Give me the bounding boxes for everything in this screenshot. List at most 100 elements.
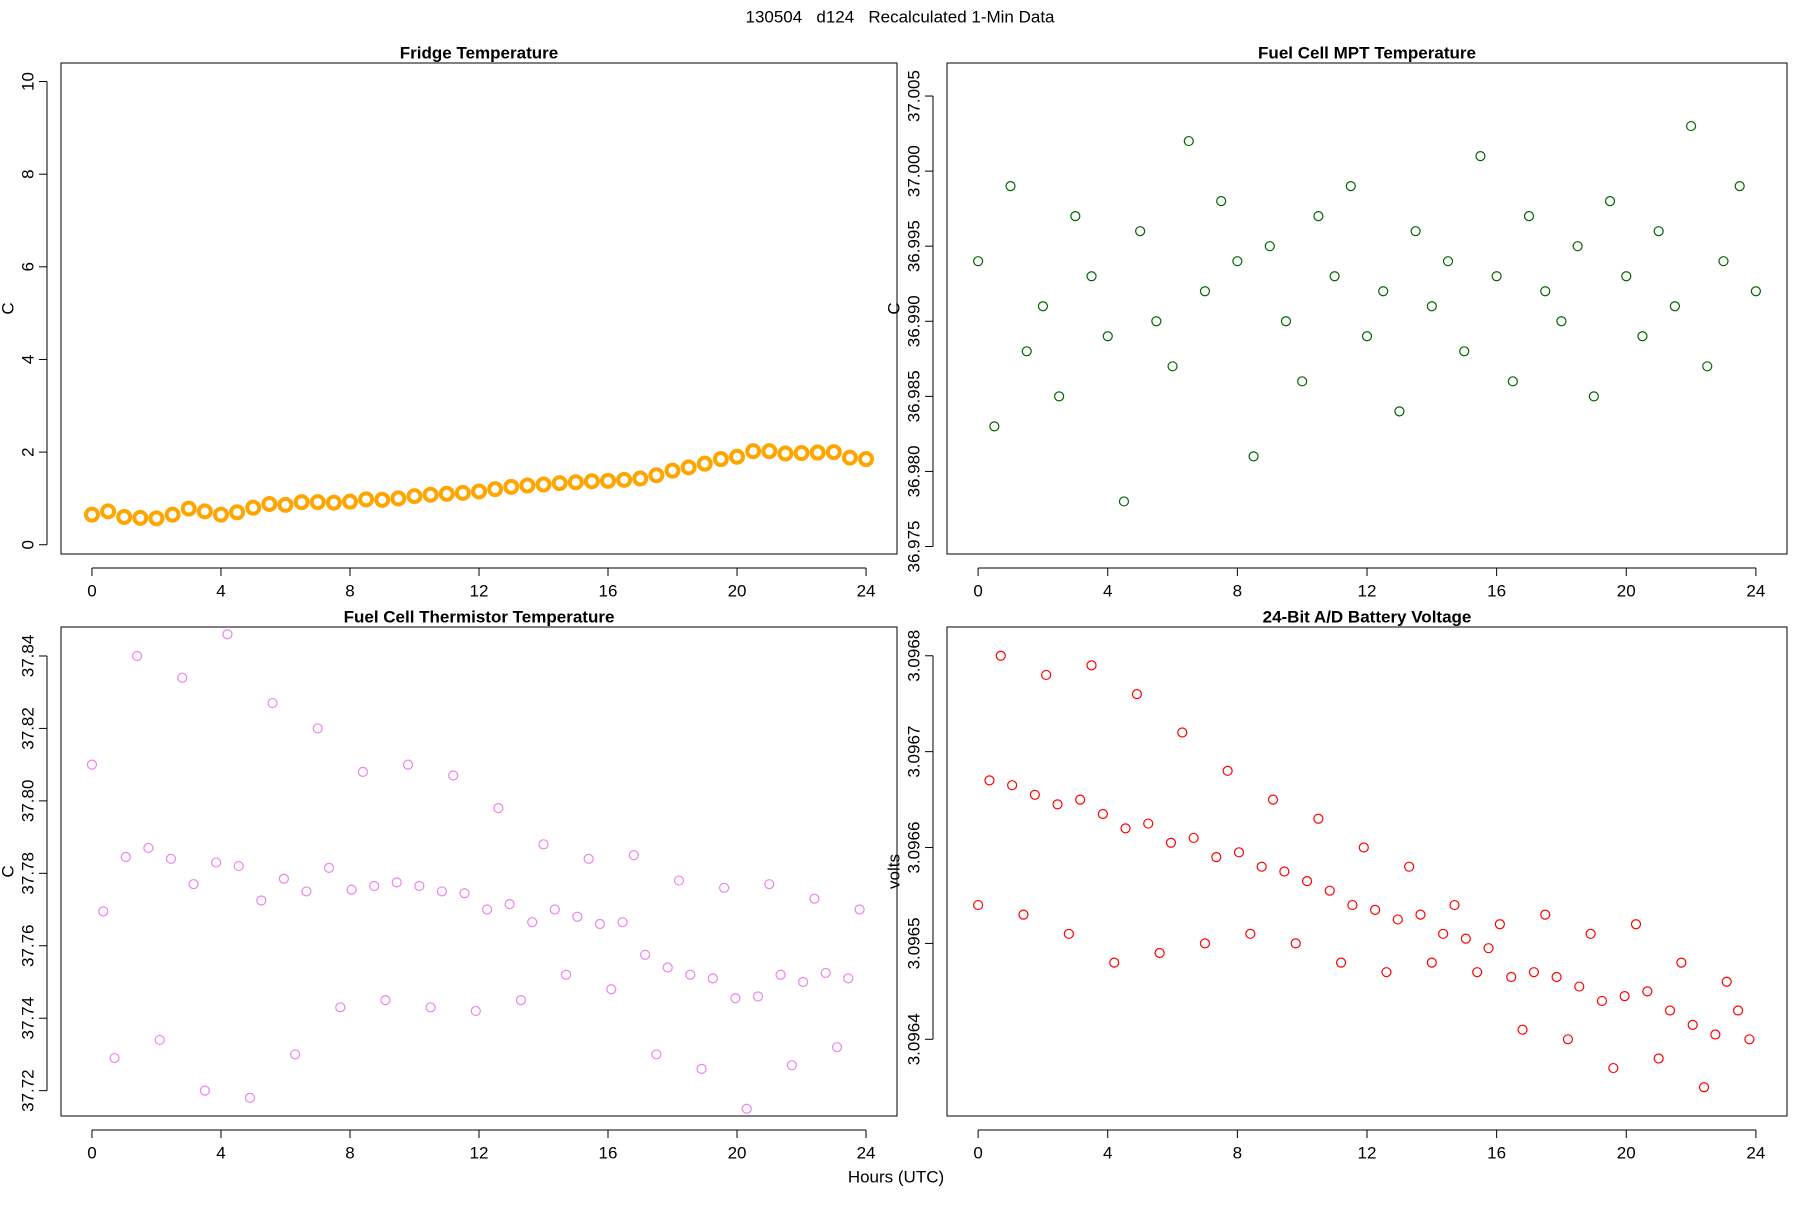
data-point xyxy=(1054,391,1065,402)
data-point xyxy=(1702,361,1713,372)
y-tick-label: 2 xyxy=(18,447,37,456)
data-point xyxy=(109,1052,120,1064)
data-point xyxy=(293,494,310,511)
y-tick-label: 37.84 xyxy=(18,635,37,678)
data-point xyxy=(1233,847,1245,858)
data-point xyxy=(606,984,617,995)
data-point xyxy=(425,1002,436,1013)
panel: 24-Bit A/D Battery Voltage volts 0 4 8 12 16 20… xyxy=(884,607,1788,1162)
data-point xyxy=(341,493,358,510)
x-axis-label: Hours (UTC) xyxy=(848,1167,944,1186)
x-tick-label: 0 xyxy=(973,1143,982,1162)
data-point xyxy=(1426,301,1437,312)
data-point xyxy=(825,444,842,461)
data-point xyxy=(1653,226,1664,237)
data-point xyxy=(1211,852,1222,863)
data-point xyxy=(1642,986,1653,997)
data-point xyxy=(535,476,552,493)
y-tick-label: 37.72 xyxy=(18,1069,37,1112)
y-tick-label: 37.005 xyxy=(904,70,923,122)
data-point xyxy=(438,485,455,502)
x-tick-label: 20 xyxy=(728,581,747,600)
data-point xyxy=(989,421,1000,432)
data-point xyxy=(560,969,572,980)
data-point xyxy=(481,904,493,915)
data-point xyxy=(177,672,188,683)
data-point xyxy=(436,886,448,897)
data-point xyxy=(212,506,229,523)
data-point xyxy=(369,880,380,892)
data-point xyxy=(1041,669,1052,681)
data-point xyxy=(1188,832,1199,844)
data-point xyxy=(1507,376,1518,387)
data-point xyxy=(222,629,233,640)
data-point xyxy=(1248,451,1259,462)
data-point xyxy=(309,494,326,511)
data-point xyxy=(549,904,560,915)
data-point xyxy=(346,884,357,895)
data-point xyxy=(648,467,665,484)
data-point xyxy=(1596,995,1608,1007)
data-point xyxy=(1494,919,1505,930)
x-tick-label: 12 xyxy=(1358,1143,1377,1162)
data-point xyxy=(1165,837,1177,848)
y-tick-label: 37.82 xyxy=(18,707,37,750)
data-point xyxy=(1585,928,1596,939)
data-point xyxy=(323,862,335,873)
data-point xyxy=(504,898,515,910)
data-point xyxy=(1135,226,1146,237)
data-point xyxy=(1460,933,1471,944)
data-point xyxy=(1669,301,1680,312)
data-point xyxy=(1621,271,1632,282)
data-point xyxy=(662,962,673,973)
data-point xyxy=(1216,196,1227,207)
data-point xyxy=(83,506,100,523)
data-point xyxy=(764,879,775,890)
data-point xyxy=(1297,376,1308,387)
data-point xyxy=(1394,406,1405,417)
panel-title: Fridge Temperature xyxy=(400,43,558,62)
data-point xyxy=(741,1103,752,1114)
x-tick-label: 16 xyxy=(1487,1143,1506,1162)
data-point xyxy=(1347,899,1358,911)
data-point xyxy=(798,976,809,988)
x-tick-label: 20 xyxy=(1617,1143,1636,1162)
y-tick-label: 36.985 xyxy=(904,370,923,422)
data-point xyxy=(402,759,414,770)
data-point xyxy=(1267,794,1279,805)
data-point xyxy=(1540,286,1551,297)
data-point xyxy=(406,488,423,505)
data-point xyxy=(1404,861,1415,872)
x-tick-label: 24 xyxy=(1746,581,1765,600)
x-tick-label: 20 xyxy=(728,1143,747,1162)
data-point xyxy=(730,993,741,1004)
data-point xyxy=(335,1002,346,1013)
y-tick-label: 3.0968 xyxy=(904,630,923,682)
data-point xyxy=(1378,286,1389,297)
panel-title: Fuel Cell MPT Temperature xyxy=(1258,43,1476,62)
x-tick-label: 8 xyxy=(345,1143,354,1162)
data-point xyxy=(211,857,222,868)
data-point xyxy=(775,969,786,980)
data-point xyxy=(148,510,165,527)
data-point xyxy=(1491,271,1502,282)
data-point xyxy=(1324,885,1335,896)
data-point xyxy=(1710,1029,1721,1040)
data-point xyxy=(1556,316,1567,327)
data-point xyxy=(1018,909,1029,920)
data-point xyxy=(1075,794,1086,805)
data-point xyxy=(1097,808,1108,820)
data-point xyxy=(858,451,875,468)
data-point xyxy=(132,650,143,662)
panel: Fuel Cell MPT Temperature C 0 4 8 12 16 20 24 36.… xyxy=(884,43,1788,600)
x-tick-label: 4 xyxy=(1103,581,1112,600)
y-tick-label: 3.0966 xyxy=(904,822,923,874)
data-point xyxy=(712,451,729,468)
data-point xyxy=(1007,780,1018,791)
panel: Fuel Cell Thermistor Temperature C 0 4 8 12 16… xyxy=(0,607,898,1162)
data-point xyxy=(809,444,826,461)
data-point xyxy=(600,472,617,489)
data-point xyxy=(1301,875,1313,887)
data-point xyxy=(1528,967,1539,978)
data-point xyxy=(1608,1062,1619,1074)
